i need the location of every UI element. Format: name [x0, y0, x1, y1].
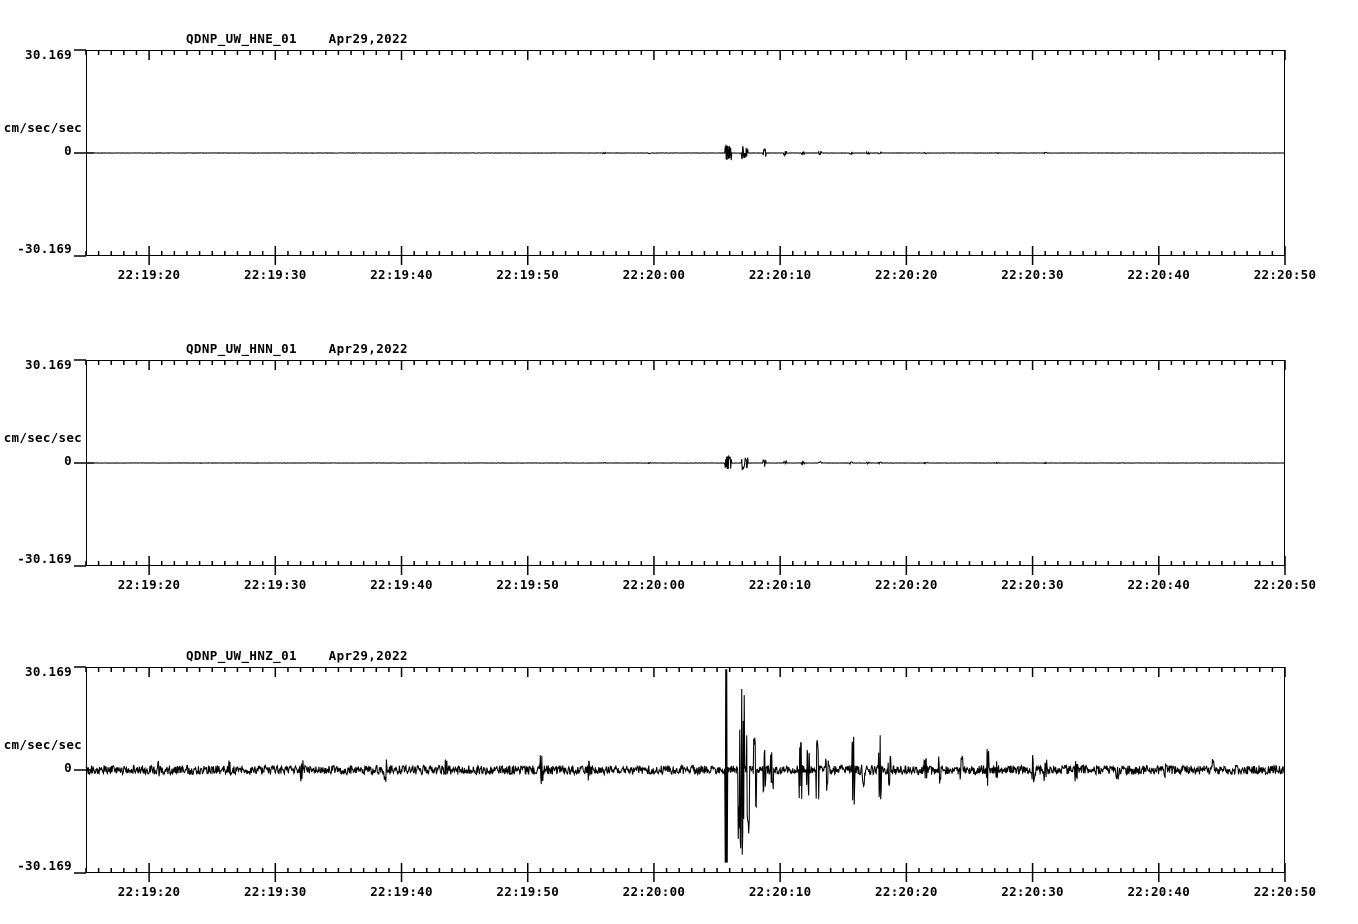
panel-1-title: QDNP_UW_HNE_01 Apr29,2022: [186, 31, 408, 46]
panel-3-ymin-label: -30.169: [17, 858, 72, 873]
x-tick-label: 22:20:00: [622, 884, 686, 899]
x-tick-label: 22:19:50: [496, 884, 560, 899]
x-tick-label: 22:20:00: [622, 577, 686, 592]
x-tick-label: 22:19:30: [244, 267, 307, 282]
x-tick-label: 22:19:20: [117, 577, 181, 592]
panel-3-date-label: Apr29,2022: [328, 648, 408, 663]
x-tick-label: 22:20:40: [1127, 267, 1191, 282]
panel-2-trace: [85, 454, 1286, 471]
panel-3-title: QDNP_UW_HNZ_01 Apr29,2022: [186, 648, 408, 663]
x-tick-label: 22:19:40: [370, 267, 433, 282]
x-tick-label: 22:20:20: [875, 577, 938, 592]
x-tick-label: 22:19:40: [370, 577, 433, 592]
x-tick-label: 22:20:40: [1127, 884, 1191, 899]
panel-2-units-label: cm/sec/sec: [3, 430, 82, 445]
panel-2-yzero-label: 0: [64, 453, 72, 468]
x-tick-label: 22:20:30: [1001, 884, 1064, 899]
panel-3-yzero-label: 0: [64, 760, 72, 775]
panel-2-ticks: [74, 359, 1286, 575]
panel-2-ymax-label: 30.169: [25, 357, 72, 372]
x-tick-label: 22:19:20: [117, 884, 181, 899]
panel-1-date-label: Apr29,2022: [328, 31, 408, 46]
x-tick-label: 22:20:00: [622, 267, 686, 282]
x-tick-label: 22:20:30: [1001, 577, 1064, 592]
panel-3-units-label: cm/sec/sec: [3, 737, 82, 752]
panel-1-station-label: QDNP_UW_HNE_01: [186, 31, 297, 46]
x-tick-label: 22:20:50: [1253, 577, 1317, 592]
panel-2-ymin-label: -30.169: [17, 551, 72, 566]
panel-1-ymin-label: -30.169: [17, 241, 72, 256]
x-tick-label: 22:20:10: [748, 884, 812, 899]
x-tick-label: 22:19:50: [496, 577, 560, 592]
x-tick-label: 22:20:20: [875, 884, 938, 899]
panel-1-yzero-label: 0: [64, 143, 72, 158]
x-tick-label: 22:19:50: [496, 267, 560, 282]
panel-3-ymax-label: 30.169: [25, 664, 72, 679]
x-tick-label: 22:20:10: [748, 267, 812, 282]
panel-3-trace: [85, 669, 1286, 863]
x-tick-label: 22:20:20: [875, 267, 938, 282]
x-tick-label: 22:19:30: [244, 884, 307, 899]
x-tick-label: 22:20:10: [748, 577, 812, 592]
panel-2-date-label: Apr29,2022: [328, 341, 408, 356]
x-tick-label: 22:19:40: [370, 884, 433, 899]
panel-2-station-label: QDNP_UW_HNN_01: [186, 341, 297, 356]
panel-3-station-label: QDNP_UW_HNZ_01: [186, 648, 297, 663]
x-tick-label: 22:20:50: [1253, 267, 1317, 282]
x-tick-label: 22:19:30: [244, 577, 307, 592]
panel-1-ymax-label: 30.169: [25, 47, 72, 62]
panel-2-title: QDNP_UW_HNN_01 Apr29,2022: [186, 341, 408, 356]
x-tick-label: 22:20:40: [1127, 577, 1191, 592]
panel-1-units-label: cm/sec/sec: [3, 120, 82, 135]
x-tick-label: 22:20:30: [1001, 267, 1064, 282]
panel-1-ticks: [74, 49, 1286, 265]
x-tick-label: 22:19:20: [117, 267, 181, 282]
panel-3-ticks: [74, 666, 1286, 882]
panel-1-trace: [85, 143, 1286, 161]
x-tick-label: 22:20:50: [1253, 884, 1317, 899]
